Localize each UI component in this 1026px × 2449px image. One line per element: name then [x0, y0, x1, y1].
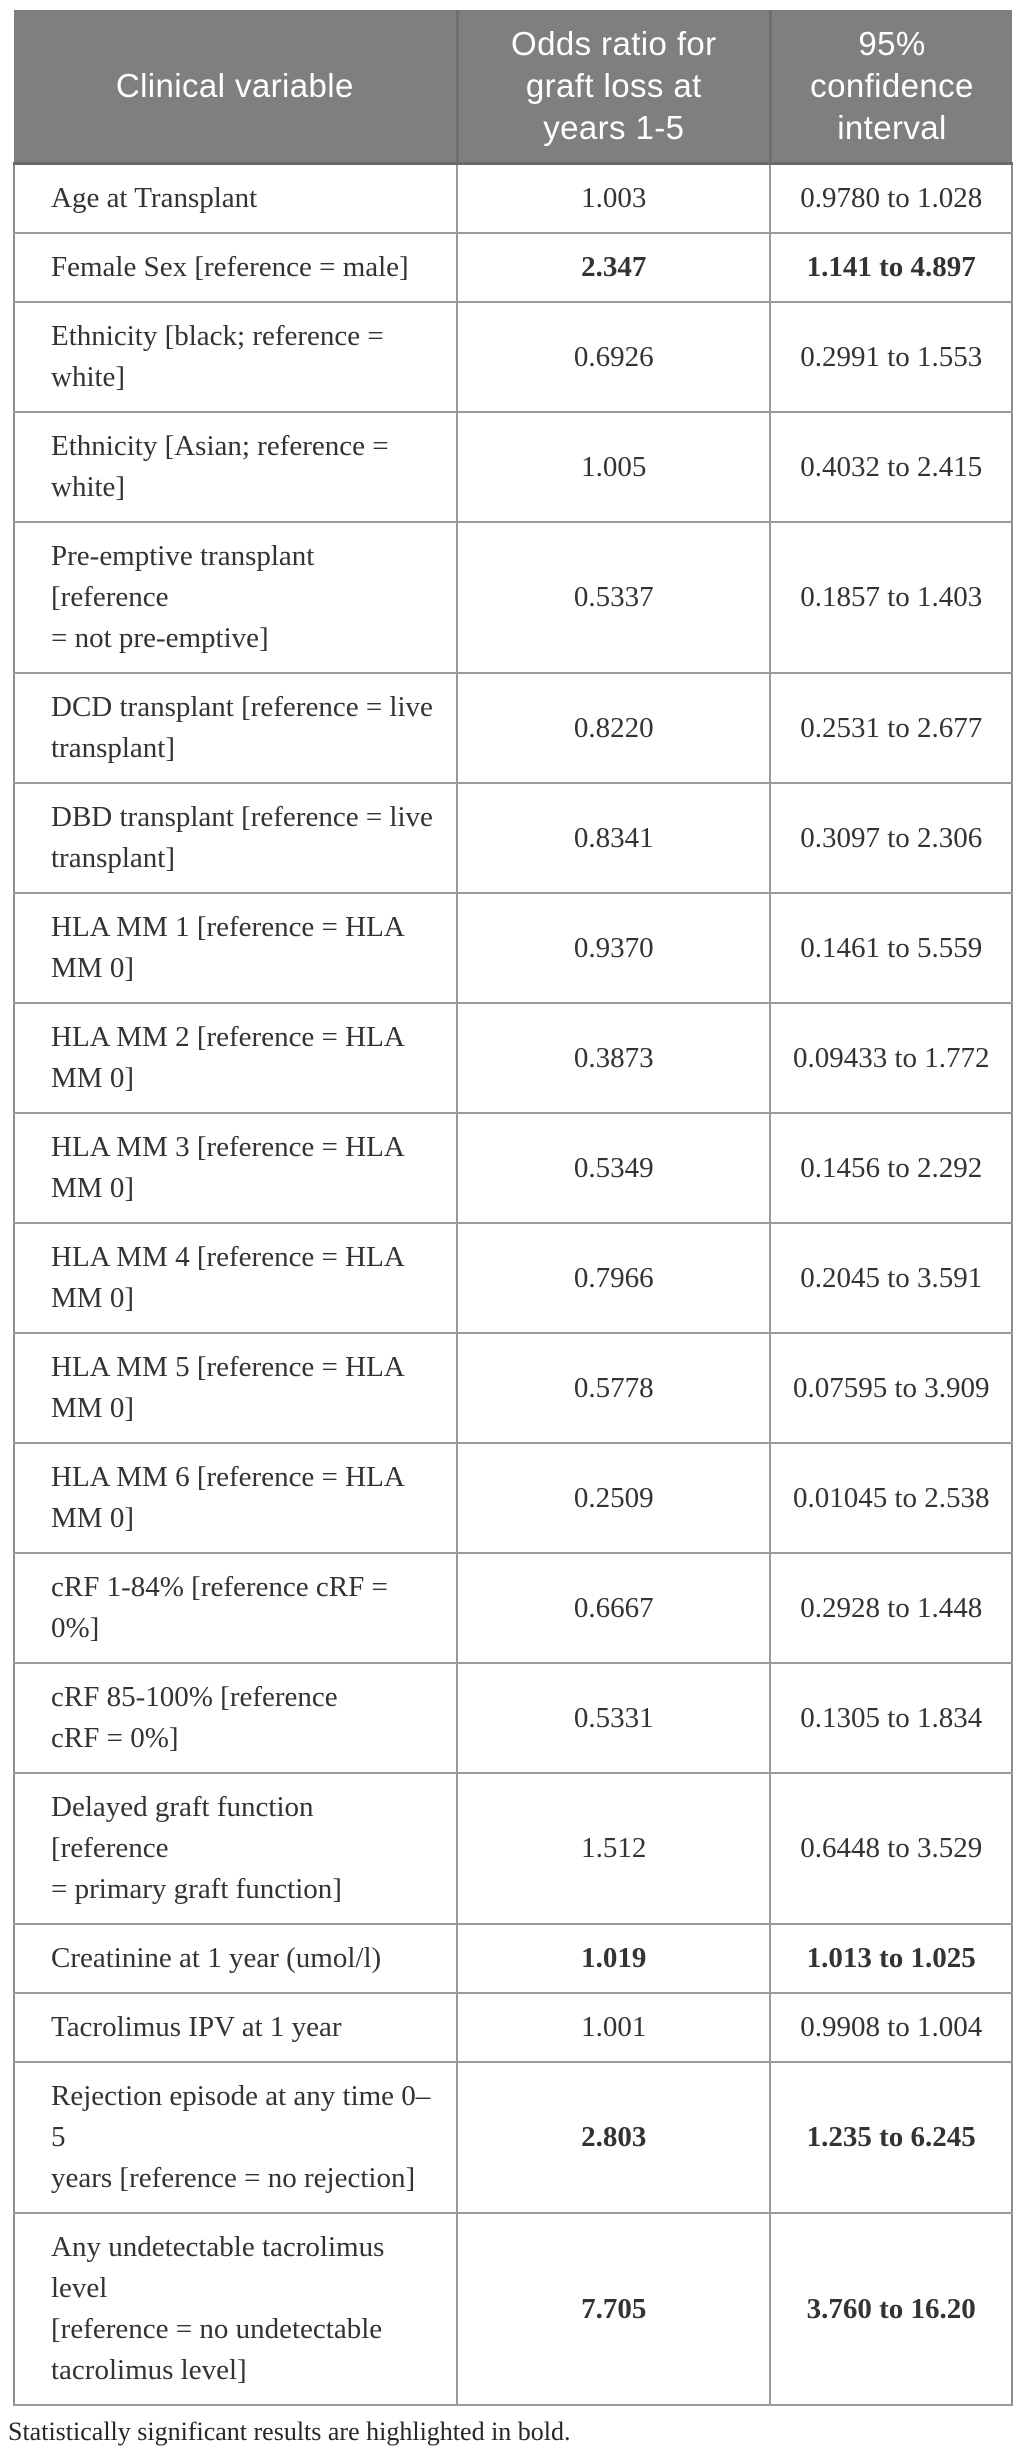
results-table: Clinical variable Odds ratio for graft l…	[12, 10, 1013, 2406]
odds-ratio-cell: 0.5337	[456, 521, 772, 674]
clinical-variable-cell: Tacrolimus IPV at 1 year	[12, 1992, 459, 2063]
odds-ratio-cell: 0.7966	[456, 1222, 772, 1334]
table-row: Rejection episode at any time 0–5 years …	[12, 2061, 1013, 2214]
confidence-interval-cell: 0.1456 to 2.292	[769, 1112, 1013, 1224]
clinical-variable-cell: DBD transplant [reference = live transpl…	[12, 782, 459, 894]
column-header-odds-ratio: Odds ratio for graft loss at years 1-5	[455, 10, 771, 165]
table-row: HLA MM 6 [reference = HLA MM 0] 0.2509 0…	[12, 1442, 1013, 1554]
odds-ratio-cell: 0.5331	[456, 1662, 772, 1774]
confidence-interval-cell: 0.2045 to 3.591	[769, 1222, 1013, 1334]
confidence-interval-cell: 0.9780 to 1.028	[769, 162, 1013, 234]
table-header: Clinical variable Odds ratio for graft l…	[14, 10, 1012, 165]
odds-ratio-cell: 0.5778	[456, 1332, 772, 1444]
table-row: Any undetectable tacrolimus level [refer…	[12, 2212, 1013, 2406]
clinical-variable-cell: HLA MM 6 [reference = HLA MM 0]	[12, 1442, 459, 1554]
odds-ratio-cell: 2.803	[456, 2061, 772, 2214]
header-row: Clinical variable Odds ratio for graft l…	[14, 10, 1012, 165]
confidence-interval-cell: 1.013 to 1.025	[769, 1923, 1013, 1994]
clinical-variable-cell: Pre-emptive transplant [reference = not …	[12, 521, 459, 674]
odds-ratio-cell: 0.9370	[456, 892, 772, 1004]
table-row: Tacrolimus IPV at 1 year 1.001 0.9908 to…	[12, 1992, 1013, 2063]
confidence-interval-cell: 1.235 to 6.245	[769, 2061, 1013, 2214]
table-row: Creatinine at 1 year (umol/l) 1.019 1.01…	[12, 1923, 1013, 1994]
table-row: HLA MM 3 [reference = HLA MM 0] 0.5349 0…	[12, 1112, 1013, 1224]
confidence-interval-cell: 0.01045 to 2.538	[769, 1442, 1013, 1554]
clinical-variable-cell: Any undetectable tacrolimus level [refer…	[12, 2212, 459, 2406]
confidence-interval-cell: 0.09433 to 1.772	[769, 1002, 1013, 1114]
confidence-interval-cell: 1.141 to 4.897	[769, 232, 1013, 303]
table-row: Delayed graft function [reference = prim…	[12, 1772, 1013, 1925]
confidence-interval-cell: 0.4032 to 2.415	[769, 411, 1013, 523]
odds-ratio-cell: 7.705	[456, 2212, 772, 2406]
clinical-variable-cell: Rejection episode at any time 0–5 years …	[12, 2061, 459, 2214]
odds-ratio-cell: 1.003	[456, 162, 772, 234]
odds-ratio-cell: 0.5349	[456, 1112, 772, 1224]
clinical-variable-cell: Age at Transplant	[12, 162, 459, 234]
odds-ratio-cell: 1.001	[456, 1992, 772, 2063]
clinical-variable-cell: HLA MM 1 [reference = HLA MM 0]	[12, 892, 459, 1004]
odds-ratio-cell: 2.347	[456, 232, 772, 303]
confidence-interval-cell: 0.6448 to 3.529	[769, 1772, 1013, 1925]
confidence-interval-cell: 0.1305 to 1.834	[769, 1662, 1013, 1774]
table-row: Female Sex [reference = male] 2.347 1.14…	[12, 232, 1013, 303]
odds-ratio-cell: 0.6667	[456, 1552, 772, 1664]
table-row: Pre-emptive transplant [reference = not …	[12, 521, 1013, 674]
confidence-interval-cell: 0.1857 to 1.403	[769, 521, 1013, 674]
confidence-interval-cell: 0.1461 to 5.559	[769, 892, 1013, 1004]
confidence-interval-cell: 0.2928 to 1.448	[769, 1552, 1013, 1664]
odds-ratio-cell: 0.6926	[456, 301, 772, 413]
odds-ratio-cell: 0.2509	[456, 1442, 772, 1554]
table-body: Age at Transplant 1.003 0.9780 to 1.028 …	[12, 162, 1013, 2406]
table-row: HLA MM 4 [reference = HLA MM 0] 0.7966 0…	[12, 1222, 1013, 1334]
clinical-variable-cell: Delayed graft function [reference = prim…	[12, 1772, 459, 1925]
table-row: Ethnicity [Asian; reference = white] 1.0…	[12, 411, 1013, 523]
odds-ratio-cell: 1.019	[456, 1923, 772, 1994]
clinical-variable-cell: cRF 1-84% [reference cRF = 0%]	[12, 1552, 459, 1664]
clinical-variable-cell: Ethnicity [Asian; reference = white]	[12, 411, 459, 523]
clinical-variable-cell: cRF 85-100% [reference cRF = 0%]	[12, 1662, 459, 1774]
confidence-interval-cell: 0.3097 to 2.306	[769, 782, 1013, 894]
clinical-variable-cell: DCD transplant [reference = live transpl…	[12, 672, 459, 784]
clinical-variable-cell: HLA MM 3 [reference = HLA MM 0]	[12, 1112, 459, 1224]
column-header-confidence-interval: 95% confidence interval	[768, 10, 1012, 165]
odds-ratio-cell: 1.005	[456, 411, 772, 523]
confidence-interval-cell: 0.2991 to 1.553	[769, 301, 1013, 413]
odds-ratio-cell: 0.8341	[456, 782, 772, 894]
table-row: cRF 85-100% [reference cRF = 0%] 0.5331 …	[12, 1662, 1013, 1774]
table-row: HLA MM 5 [reference = HLA MM 0] 0.5778 0…	[12, 1332, 1013, 1444]
table-row: Ethnicity [black; reference = white] 0.6…	[12, 301, 1013, 413]
table-row: HLA MM 1 [reference = HLA MM 0] 0.9370 0…	[12, 892, 1013, 1004]
odds-ratio-cell: 0.8220	[456, 672, 772, 784]
clinical-variable-cell: Female Sex [reference = male]	[12, 232, 459, 303]
odds-ratio-cell: 1.512	[456, 1772, 772, 1925]
clinical-variable-cell: HLA MM 2 [reference = HLA MM 0]	[12, 1002, 459, 1114]
confidence-interval-cell: 3.760 to 16.20	[769, 2212, 1013, 2406]
clinical-variable-cell: HLA MM 5 [reference = HLA MM 0]	[12, 1332, 459, 1444]
odds-ratio-cell: 0.3873	[456, 1002, 772, 1114]
table-row: DBD transplant [reference = live transpl…	[12, 782, 1013, 894]
table-row: HLA MM 2 [reference = HLA MM 0] 0.3873 0…	[12, 1002, 1013, 1114]
clinical-variable-cell: Creatinine at 1 year (umol/l)	[12, 1923, 459, 1994]
confidence-interval-cell: 0.07595 to 3.909	[769, 1332, 1013, 1444]
table-row: Age at Transplant 1.003 0.9780 to 1.028	[12, 162, 1013, 234]
footnote: Statistically significant results are hi…	[8, 2417, 571, 2446]
confidence-interval-cell: 0.9908 to 1.004	[769, 1992, 1013, 2063]
table-row: DCD transplant [reference = live transpl…	[12, 672, 1013, 784]
table-row: cRF 1-84% [reference cRF = 0%] 0.6667 0.…	[12, 1552, 1013, 1664]
confidence-interval-cell: 0.2531 to 2.677	[769, 672, 1013, 784]
clinical-variable-cell: Ethnicity [black; reference = white]	[12, 301, 459, 413]
clinical-variable-cell: HLA MM 4 [reference = HLA MM 0]	[12, 1222, 459, 1334]
column-header-clinical-variable: Clinical variable	[14, 10, 458, 165]
